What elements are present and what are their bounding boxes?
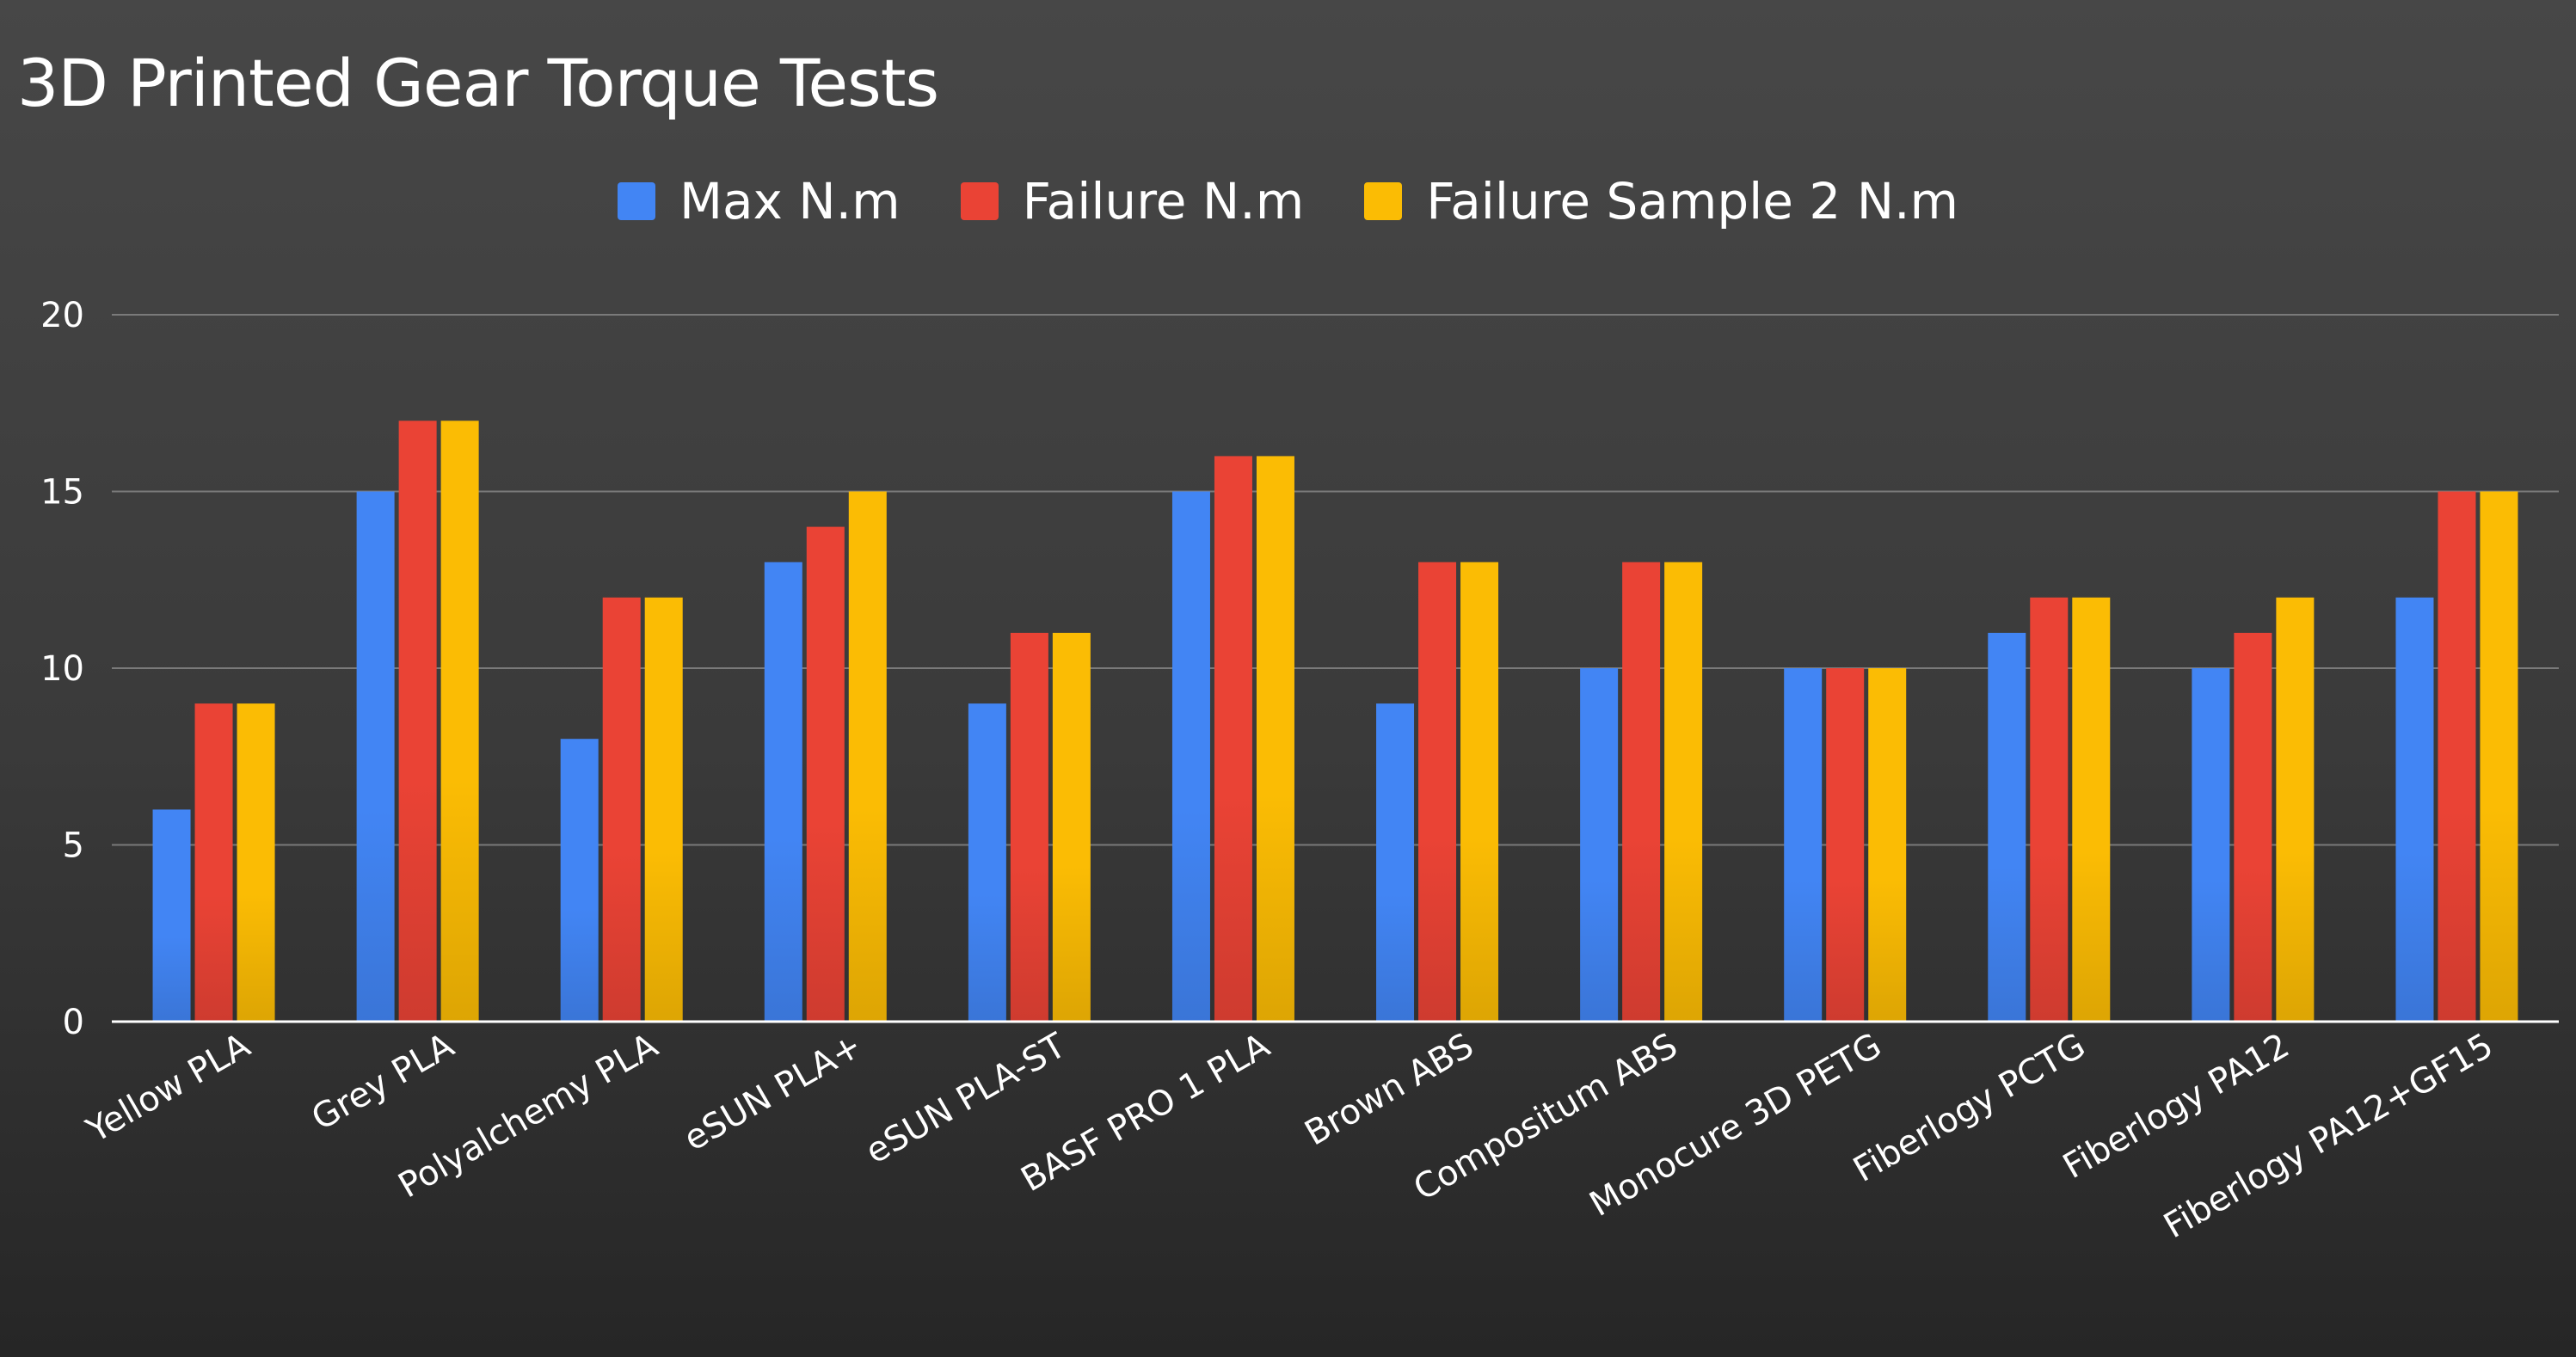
chart-title: 3D Printed Gear Torque Tests: [17, 45, 939, 121]
bar-max: [356, 491, 395, 1022]
bar-failure: [1622, 562, 1661, 1022]
y-tick-label: 10: [40, 649, 84, 689]
bar-failure-sample-2: [1664, 562, 1703, 1022]
bar-failure-sample-2: [644, 597, 683, 1022]
x-tick-label: eSUN PLA+: [677, 1026, 868, 1159]
legend-item-failure-sample-2: Failure Sample 2 N.m: [1364, 172, 1958, 230]
y-tick-label: 15: [40, 473, 84, 513]
bar-failure: [806, 526, 845, 1022]
bar-failure: [2030, 597, 2069, 1022]
bars: [152, 421, 2518, 1022]
bar-failure-sample-2: [2072, 597, 2111, 1022]
y-tick-label: 20: [40, 296, 84, 335]
x-tick-label: Yellow PLA: [79, 1026, 257, 1151]
x-tick-label: Fiberlogy PCTG: [1847, 1026, 2092, 1190]
bar-failure-sample-2: [2276, 597, 2315, 1022]
bar-failure: [1010, 632, 1048, 1022]
bar-max: [1376, 703, 1415, 1022]
legend-item-max: Max N.m: [617, 172, 901, 230]
bar-failure-sample-2: [1868, 668, 1907, 1022]
x-tick-label: Grey PLA: [305, 1026, 461, 1139]
bar-failure-sample-2: [440, 421, 479, 1022]
legend-item-failure: Failure N.m: [960, 172, 1305, 230]
x-tick-label: Brown ABS: [1298, 1026, 1480, 1154]
bar-failure: [398, 421, 437, 1022]
bar-failure: [602, 597, 641, 1022]
bar-failure-sample-2: [237, 703, 275, 1022]
bar-max: [1988, 632, 2026, 1022]
legend-swatch-failure-sample-2: [1364, 182, 1403, 220]
legend-label-max: Max N.m: [679, 172, 901, 230]
bar-failure: [1214, 456, 1252, 1022]
legend-swatch-max: [617, 182, 655, 220]
chart-legend: Max N.m Failure N.m Failure Sample 2 N.m: [0, 172, 2576, 230]
bar-max: [560, 739, 599, 1022]
bar-max: [152, 809, 191, 1022]
bar-max: [2192, 668, 2230, 1022]
y-tick-label: 5: [63, 826, 84, 866]
gridlines: [112, 314, 2559, 846]
bar-max: [1171, 491, 1210, 1022]
legend-swatch-failure: [960, 182, 999, 220]
y-axis-tick-labels: 0 5 10 15 20: [40, 296, 84, 1042]
bar-failure-sample-2: [1256, 456, 1294, 1022]
bar-failure-sample-2: [1460, 562, 1499, 1022]
bar-failure: [1418, 562, 1457, 1022]
bar-failure-sample-2: [1052, 632, 1091, 1022]
bar-failure-sample-2: [2480, 491, 2518, 1022]
bar-max: [2395, 597, 2434, 1022]
bar-max: [1580, 668, 1619, 1022]
bar-failure: [1826, 668, 1865, 1022]
y-tick-label: 0: [63, 1003, 84, 1042]
bar-max: [764, 562, 802, 1022]
bar-max: [968, 703, 1006, 1022]
legend-label-failure-sample-2: Failure Sample 2 N.m: [1426, 172, 1959, 230]
bar-failure: [2438, 491, 2476, 1022]
bar-failure-sample-2: [848, 491, 887, 1022]
bar-failure: [2234, 632, 2272, 1022]
legend-label-failure: Failure N.m: [1022, 172, 1305, 230]
bar-failure: [194, 703, 233, 1022]
bar-max: [1784, 668, 1823, 1022]
x-tick-label: Fiberlogy PA12+GF15: [2157, 1026, 2499, 1246]
